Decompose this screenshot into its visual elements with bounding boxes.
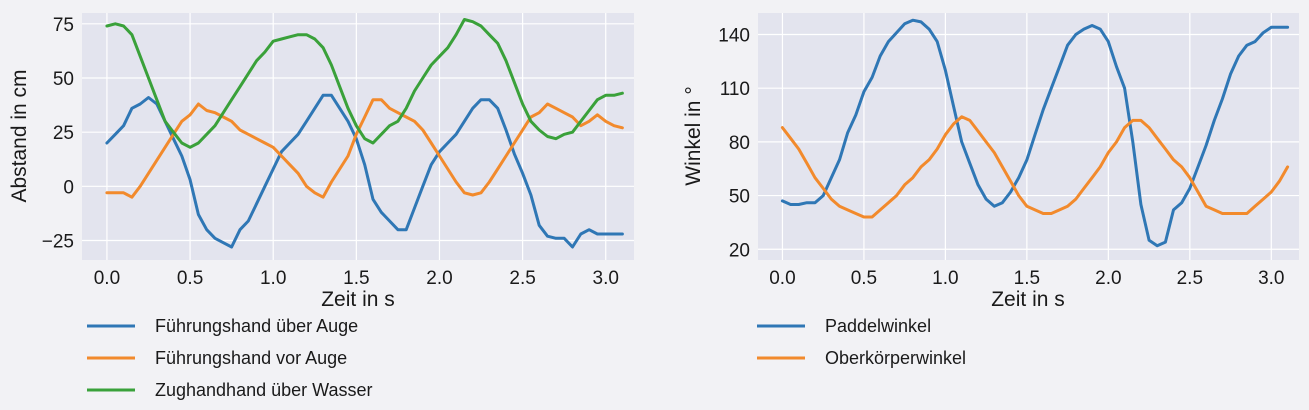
legend-label: Paddelwinkel [825, 316, 931, 336]
x-tick-label: 0.0 [769, 268, 795, 289]
x-tick-label: 1.0 [260, 268, 286, 289]
x-tick-label: 0.0 [94, 268, 120, 289]
y-tick-label: 75 [53, 15, 74, 36]
x-axis-label-distance: Zeit in s [321, 288, 395, 311]
series-line-distance-3 [105, 18, 624, 149]
y-tick-label: 20 [729, 240, 750, 261]
legend-label: Zughandhand über Wasser [155, 380, 372, 400]
x-tick-label: 2.5 [1177, 268, 1203, 289]
y-axis-label-angle: Winkel in ° [682, 86, 705, 185]
x-tick-labels-angle: 0.0 0.5 1.0 1.5 2.0 2.5 3.0 [769, 268, 1284, 289]
legend-label: Führungshand über Auge [155, 316, 358, 336]
x-tick-label: 2.5 [509, 268, 535, 289]
y-tick-label: 110 [720, 79, 750, 100]
legend-label: Führungshand vor Auge [155, 348, 347, 368]
legend-label: Oberkörperwinkel [825, 348, 966, 368]
grid-angle [758, 13, 1299, 260]
series-line-distance-1 [105, 93, 624, 249]
y-tick-label: −25 [42, 232, 74, 253]
y-tick-label: 50 [729, 187, 750, 208]
x-tick-label: 2.0 [1095, 268, 1121, 289]
y-tick-label: 0 [63, 177, 74, 198]
y-tick-label: 80 [729, 133, 750, 154]
y-tick-label: 140 [718, 25, 750, 46]
series-line-angle-1 [780, 18, 1290, 248]
x-tick-label: 1.5 [1014, 268, 1040, 289]
x-tick-label: 3.0 [1258, 268, 1284, 289]
x-tick-label: 3.0 [593, 268, 619, 289]
y-tick-label: 25 [53, 123, 74, 144]
x-tick-label: 1.5 [343, 268, 369, 289]
series-lines-distance [105, 18, 624, 249]
y-tick-label: 50 [53, 69, 74, 90]
x-axis-label-angle: Zeit in s [991, 288, 1065, 311]
x-tick-label: 0.5 [851, 268, 877, 289]
series-line-angle-2 [780, 115, 1290, 219]
chart-distance: 0.0 0.5 1.0 1.5 2.0 2.5 3.0 −25 0 25 50 75 Zeit in… [8, 13, 634, 400]
x-tick-label: 0.5 [177, 268, 203, 289]
series-line-distance-2 [105, 98, 624, 199]
x-tick-label: 2.0 [426, 268, 452, 289]
series-lines-angle [780, 18, 1290, 248]
plot-area-angle [758, 13, 1299, 260]
chart-angle: 0.0 0.5 1.0 1.5 2.0 2.5 3.0 20 50 80 110 140 Zeit … [682, 13, 1299, 368]
y-tick-labels-distance: −25 0 25 50 75 [42, 15, 74, 253]
legend-angle: Paddelwinkel Oberkörperwinkel [757, 316, 966, 368]
y-tick-labels-angle: 20 50 80 110 140 [718, 25, 750, 261]
legend-distance: Führungshand über Auge Führungshand vor A… [87, 316, 372, 400]
y-axis-label-distance: Abstand in cm [8, 69, 31, 202]
x-tick-labels-distance: 0.0 0.5 1.0 1.5 2.0 2.5 3.0 [94, 268, 619, 289]
x-tick-label: 1.0 [932, 268, 958, 289]
